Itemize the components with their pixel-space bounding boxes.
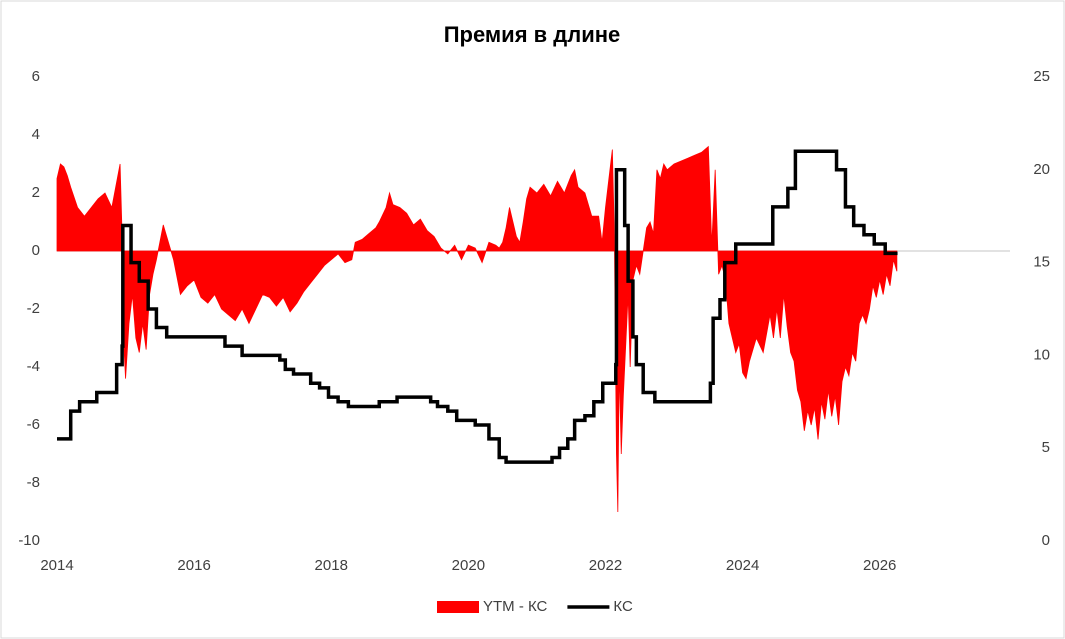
y-tick-label: 6 [32, 68, 40, 85]
y-tick-label: -6 [27, 416, 40, 433]
line [57, 149, 898, 464]
x-tick-label: 2026 [863, 557, 896, 574]
legend-swatch [437, 601, 479, 613]
y2-tick-label: 10 [1033, 346, 1050, 363]
legend-label: КС [613, 598, 633, 615]
y-tick-label: -10 [18, 532, 40, 549]
legend-label: YTM - КС [483, 598, 548, 615]
area [56, 145, 898, 513]
x-tick-label: 2020 [452, 557, 485, 574]
x-tick-label: 2024 [726, 557, 759, 574]
x-tick-label: 2018 [315, 557, 348, 574]
y-tick-label: -2 [27, 300, 40, 317]
y2-tick-label: 0 [1042, 532, 1050, 549]
y-tick-label: 0 [32, 242, 40, 259]
y-tick-label: -8 [27, 474, 40, 491]
y-tick-label: 4 [32, 126, 40, 143]
y2-tick-label: 25 [1033, 68, 1050, 85]
y-tick-label: 2 [32, 184, 40, 201]
x-tick-label: 2014 [40, 557, 73, 574]
x-tick-label: 2016 [177, 557, 210, 574]
y2-tick-label: 15 [1033, 254, 1050, 271]
y2-tick-label: 5 [1042, 439, 1050, 456]
x-tick-label: 2022 [589, 557, 622, 574]
y-tick-label: -4 [27, 358, 40, 375]
y2-tick-label: 20 [1033, 161, 1050, 178]
chart-title: Премия в длине [444, 22, 621, 47]
